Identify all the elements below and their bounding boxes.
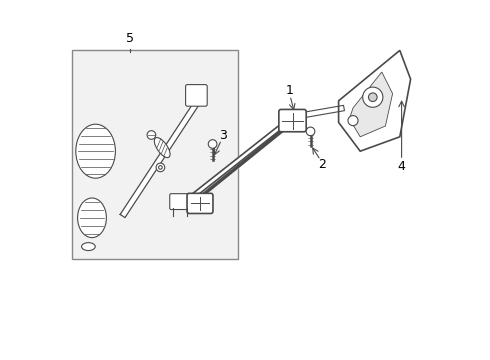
Circle shape — [306, 127, 315, 136]
FancyBboxPatch shape — [187, 193, 213, 213]
Text: 3: 3 — [219, 129, 226, 141]
Polygon shape — [339, 50, 411, 151]
Text: 2: 2 — [318, 158, 326, 171]
Ellipse shape — [77, 198, 106, 238]
Ellipse shape — [81, 243, 95, 251]
Polygon shape — [302, 105, 344, 118]
Circle shape — [159, 166, 162, 169]
Circle shape — [368, 93, 377, 102]
FancyBboxPatch shape — [170, 194, 191, 210]
Circle shape — [348, 116, 358, 126]
Ellipse shape — [76, 124, 116, 178]
Circle shape — [208, 140, 217, 148]
FancyBboxPatch shape — [72, 50, 238, 259]
Ellipse shape — [154, 138, 170, 158]
FancyBboxPatch shape — [186, 85, 207, 106]
Circle shape — [147, 131, 156, 139]
Circle shape — [156, 163, 165, 172]
Polygon shape — [349, 72, 392, 137]
Text: 5: 5 — [126, 32, 134, 45]
Polygon shape — [192, 121, 288, 198]
FancyBboxPatch shape — [279, 109, 306, 132]
Text: 4: 4 — [398, 160, 406, 173]
Circle shape — [363, 87, 383, 107]
Text: 1: 1 — [286, 84, 294, 97]
Polygon shape — [120, 99, 200, 217]
